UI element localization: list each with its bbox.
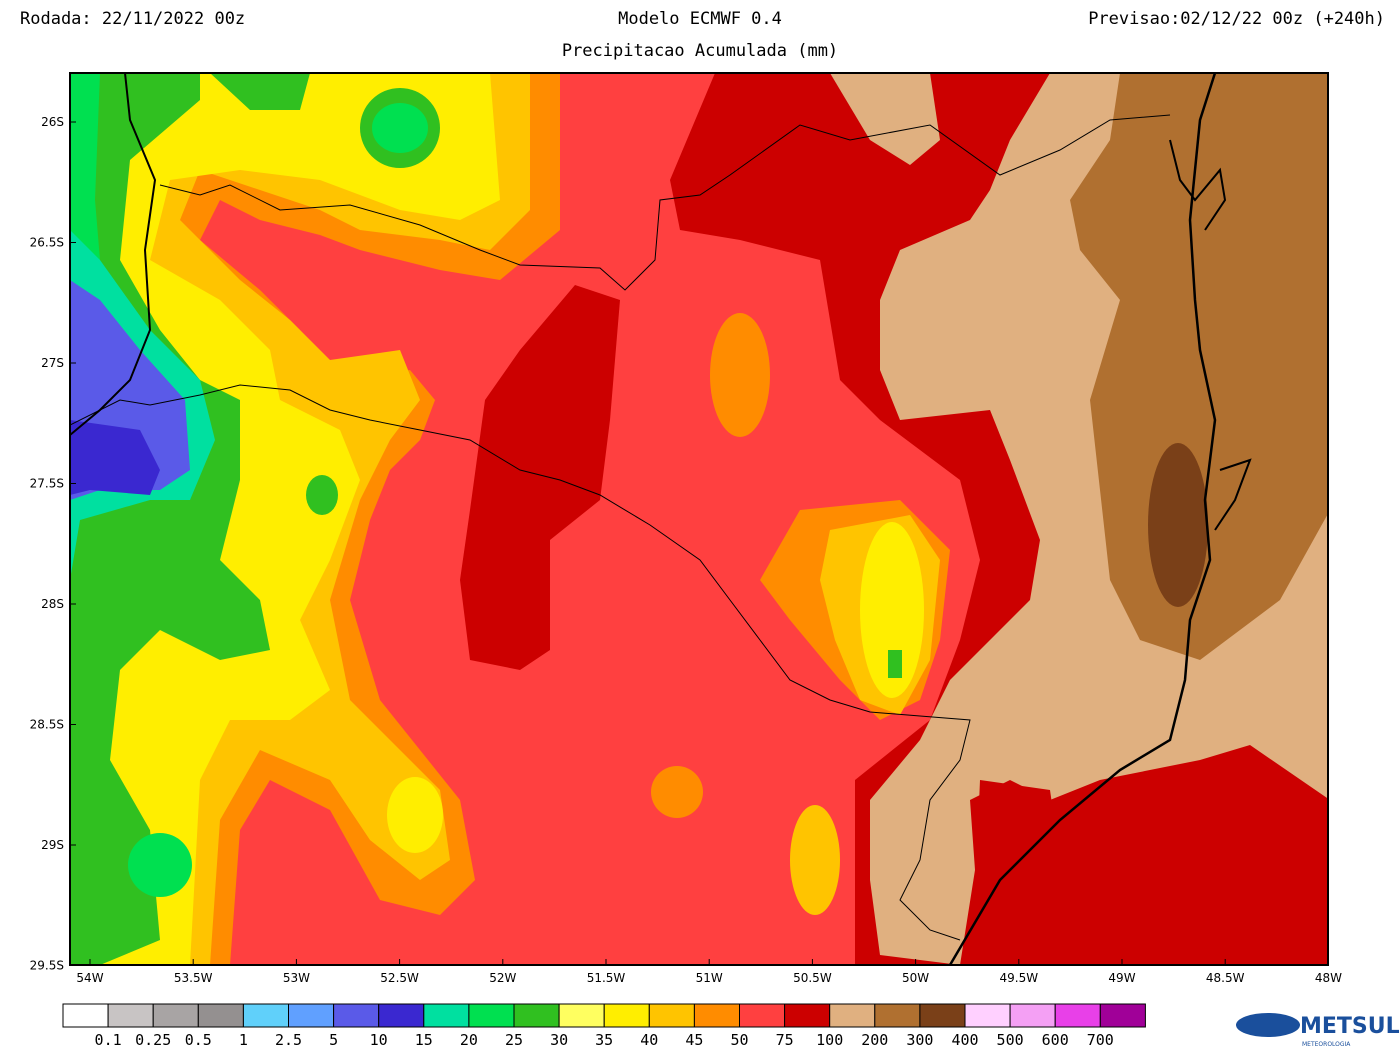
lat-label: 26S xyxy=(41,115,64,129)
colorbar-swatch xyxy=(333,1003,380,1028)
colorbar-label: 600 xyxy=(1042,1031,1069,1049)
field-25 xyxy=(128,833,192,897)
lon-label: 54W xyxy=(76,971,103,985)
lon-label: 48W xyxy=(1315,971,1342,985)
lat-label: 29S xyxy=(41,838,64,852)
field-15 xyxy=(70,420,160,495)
colorbar-swatch xyxy=(62,1003,109,1028)
field-100 xyxy=(975,780,1328,965)
colorbar-label: 20 xyxy=(460,1031,478,1049)
lat-label: 27.5S xyxy=(30,477,64,491)
colorbar-label: 0.25 xyxy=(135,1031,171,1049)
colorbar-label: 1 xyxy=(239,1031,248,1049)
colorbar-swatch xyxy=(378,1003,425,1028)
colorbar-swatch xyxy=(468,1003,515,1028)
field-400 xyxy=(1148,443,1208,607)
lat-label: 29.5S xyxy=(30,959,64,973)
colorbar-label: 45 xyxy=(685,1031,703,1049)
colorbar-swatch xyxy=(874,1003,921,1028)
forecast-label: Previsao:02/12/22 00z (+240h) xyxy=(1088,9,1385,29)
colorbar-swatch xyxy=(964,1003,1011,1028)
colorbar-swatch xyxy=(919,1003,966,1028)
lon-label: 52W xyxy=(489,971,516,985)
colorbar-label: 25 xyxy=(505,1031,523,1049)
colorbar-swatch xyxy=(603,1003,650,1028)
field-300 xyxy=(1070,73,1328,660)
colorbar-swatch xyxy=(784,1003,831,1028)
precip-field xyxy=(70,73,1328,965)
run-label: Rodada: 22/11/2022 00z xyxy=(20,9,245,29)
field-200 xyxy=(830,73,940,165)
colorbar-label: 5 xyxy=(329,1031,338,1049)
lon-label: 48.5W xyxy=(1206,971,1245,985)
borders xyxy=(70,73,1252,965)
field-45 xyxy=(790,805,840,915)
colorbar-swatch xyxy=(1009,1003,1056,1028)
field-30 xyxy=(306,475,338,515)
logo: METSUL METEOROLOGIA xyxy=(1236,1013,1400,1048)
colorbar-swatch xyxy=(693,1003,741,1028)
lon-label: 52.5W xyxy=(380,971,419,985)
colorbar-label: 30 xyxy=(550,1031,568,1049)
lon-label: 49W xyxy=(1108,971,1135,985)
field-40 xyxy=(387,777,443,853)
logo-globe xyxy=(1236,1013,1300,1037)
field-30 xyxy=(210,73,310,110)
colorbar-label: 2.5 xyxy=(275,1031,302,1049)
lon-label: 53.5W xyxy=(174,971,213,985)
field-40 xyxy=(860,522,924,698)
colorbar-label: 75 xyxy=(776,1031,794,1049)
logo-tagline: METEOROLOGIA xyxy=(1302,1041,1351,1048)
lat-label: 27S xyxy=(41,356,64,370)
colorbar-label: 10 xyxy=(370,1031,388,1049)
colorbar-swatch xyxy=(242,1003,289,1028)
lon-label: 50W xyxy=(902,971,929,985)
field-40 xyxy=(70,73,500,965)
lon-label: 53W xyxy=(283,971,310,985)
subtitle: Precipitacao Acumulada (mm) xyxy=(562,41,838,61)
lat-label: 26.5S xyxy=(30,236,64,250)
colorbar-label: 500 xyxy=(997,1031,1024,1049)
colorbar-swatch xyxy=(648,1003,695,1028)
colorbar-swatch xyxy=(288,1003,335,1028)
colorbar-label: 700 xyxy=(1087,1031,1114,1049)
field-50 xyxy=(651,766,703,818)
map-frame xyxy=(69,72,1329,966)
colorbar-label: 400 xyxy=(951,1031,978,1049)
colorbar-label: 0.5 xyxy=(185,1031,212,1049)
colorbar-label: 300 xyxy=(906,1031,933,1049)
colorbar-label: 35 xyxy=(595,1031,613,1049)
colorbar-swatch xyxy=(423,1003,470,1028)
field-30 xyxy=(888,650,902,678)
colorbar-swatch xyxy=(152,1003,199,1028)
colorbar-label: 15 xyxy=(415,1031,433,1049)
colorbar-label: 0.1 xyxy=(95,1031,122,1049)
lat-label: 28S xyxy=(41,597,64,611)
model-label: Modelo ECMWF 0.4 xyxy=(618,9,782,29)
colorbar-swatch xyxy=(1099,1003,1146,1028)
lon-label: 49.5W xyxy=(1000,971,1039,985)
field-100 xyxy=(460,285,620,670)
colorbar-swatch xyxy=(739,1003,786,1028)
colorbar-label: 40 xyxy=(640,1031,658,1049)
colorbar-swatch xyxy=(107,1003,154,1028)
lon-label: 50.5W xyxy=(793,971,832,985)
colorbar-swatch xyxy=(558,1003,605,1028)
colorbar-swatch xyxy=(829,1003,876,1028)
lon-label: 51W xyxy=(696,971,723,985)
colorbar-label: 100 xyxy=(816,1031,843,1049)
colorbar-label: 200 xyxy=(861,1031,888,1049)
colorbar-swatch xyxy=(1054,1003,1101,1028)
colorbar-swatch xyxy=(513,1003,560,1028)
field-25 xyxy=(372,103,428,153)
lon-label: 51.5W xyxy=(587,971,626,985)
lat-label: 28.5S xyxy=(30,718,64,732)
colorbar-label: 50 xyxy=(730,1031,748,1049)
field-25 xyxy=(70,73,100,280)
field-50 xyxy=(710,313,770,437)
colorbar-swatch xyxy=(197,1003,244,1028)
logo-name: METSUL xyxy=(1300,1014,1400,1039)
